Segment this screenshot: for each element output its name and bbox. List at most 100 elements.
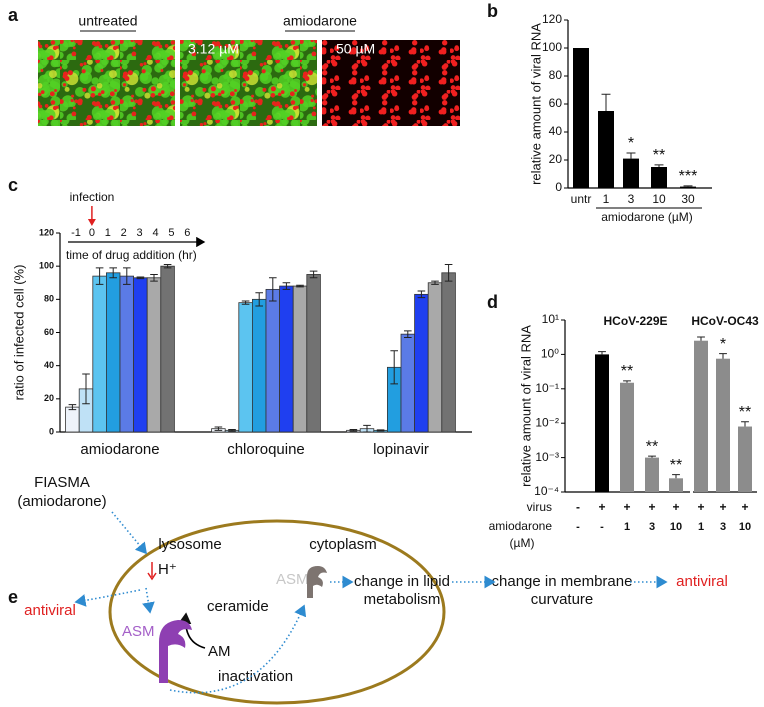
bar — [441, 272, 456, 433]
bar — [623, 158, 639, 188]
y-axis-label: relative amount of viral RNA — [528, 23, 543, 185]
diagram-text: ASM — [122, 623, 155, 640]
error-bar — [363, 424, 371, 433]
bar — [595, 354, 609, 492]
bar — [106, 272, 121, 433]
legend-label: -1 — [71, 227, 81, 239]
y-tick-label: 100 — [39, 261, 54, 271]
error-bar — [82, 373, 90, 405]
bar — [598, 111, 614, 188]
y-tick-label: 80 — [549, 68, 563, 82]
diagram-text: FIASMA — [34, 474, 90, 491]
error-bar — [697, 336, 705, 341]
error-bar — [109, 267, 118, 279]
significance: * — [628, 135, 634, 152]
bar — [573, 48, 589, 188]
y-tick-label: 100 — [542, 40, 562, 54]
diagram-text: inactivation — [218, 668, 293, 685]
row-label: (µM) — [510, 536, 535, 550]
diagram-text: H⁺ — [158, 561, 177, 578]
error-bar — [95, 267, 104, 285]
dose-label: 50 µM — [336, 41, 375, 57]
error-bar — [431, 280, 439, 285]
infection-arrow-head — [87, 219, 96, 226]
y-tick-label: 120 — [542, 12, 562, 26]
image-label: amiodarone — [283, 13, 357, 29]
diagram-text: ceramide — [207, 598, 269, 615]
error-bar — [296, 284, 304, 288]
panel-label: e — [8, 587, 18, 607]
y-tick-label: 10⁻⁴ — [534, 484, 559, 498]
significance: ** — [739, 404, 751, 421]
bar — [92, 275, 107, 433]
error-bar — [719, 353, 727, 359]
diagram-text: antiviral — [676, 573, 728, 590]
error-bar — [122, 267, 131, 285]
legend-label: 0 — [89, 227, 95, 239]
y-tick-label: 10⁻¹ — [535, 381, 559, 395]
panel-label: c — [8, 175, 18, 195]
error-bar — [228, 429, 236, 432]
x-tick-label: 10 — [739, 521, 751, 533]
legend-label: 1 — [105, 227, 111, 239]
error-bar — [68, 404, 77, 411]
y-tick-label: 0 — [555, 180, 562, 194]
error-bar — [623, 380, 631, 383]
asm-enzyme — [159, 620, 192, 683]
x-tick-label: 1 — [603, 192, 610, 206]
error-bar — [163, 264, 172, 269]
dose-label: 3.12 µM — [188, 41, 239, 57]
annotation: infection — [70, 190, 115, 204]
y-axis-label: relative amount of viral RNA — [518, 325, 533, 487]
bar — [645, 457, 659, 492]
diagram-text: antiviral — [24, 602, 76, 619]
panel-label: a — [8, 5, 19, 25]
inset-label: time of drug addition (hr) — [66, 248, 197, 262]
decrease-arrow-head — [147, 572, 157, 581]
chart-title: HCoV-OC43 — [691, 314, 759, 328]
diagram-text: change in membrane — [492, 573, 633, 590]
bar — [680, 186, 696, 188]
error-bar — [598, 351, 606, 355]
bar — [146, 277, 162, 433]
bar — [251, 298, 267, 433]
flow-arrow — [111, 511, 148, 555]
error-bar — [648, 455, 656, 458]
x-tick-label: + — [741, 500, 748, 514]
y-tick-label: 60 — [549, 96, 563, 110]
y-tick-label: 10⁰ — [541, 347, 559, 361]
x-tick-label: 30 — [681, 192, 695, 206]
x-tick-label: 3 — [720, 521, 726, 533]
y-tick-label: 60 — [44, 327, 54, 337]
error-bar — [268, 277, 277, 302]
legend-label: 2 — [121, 227, 127, 239]
x-axis-label: amiodarone (µM) — [601, 210, 693, 224]
error-bar — [626, 152, 636, 159]
y-tick-label: 20 — [44, 393, 54, 403]
error-bar — [376, 429, 385, 432]
x-tick-label: 3 — [628, 192, 635, 206]
significance: ** — [646, 438, 658, 455]
y-tick-label: 120 — [39, 227, 54, 237]
y-tick-label: 10⁻² — [535, 415, 559, 429]
y-tick-label: 40 — [549, 124, 563, 138]
image-label: untreated — [78, 13, 137, 29]
error-bar — [282, 282, 291, 290]
panel-label: d — [487, 292, 498, 312]
significance: ** — [653, 147, 665, 164]
micrograph — [180, 40, 317, 126]
x-tick-label: 3 — [649, 521, 655, 533]
bar — [65, 406, 80, 433]
x-tick-label: untr — [571, 192, 592, 206]
bar — [238, 302, 253, 433]
y-tick-label: 80 — [44, 294, 54, 304]
x-tick-label: lopinavir — [373, 441, 429, 458]
flow-arrow — [169, 604, 307, 694]
x-tick-label: + — [697, 500, 704, 514]
bar — [400, 333, 416, 433]
bar — [716, 358, 730, 492]
diagram-text: AM — [208, 643, 231, 660]
bar — [694, 340, 708, 492]
bar — [306, 274, 321, 433]
y-tick-label: 40 — [44, 360, 54, 370]
